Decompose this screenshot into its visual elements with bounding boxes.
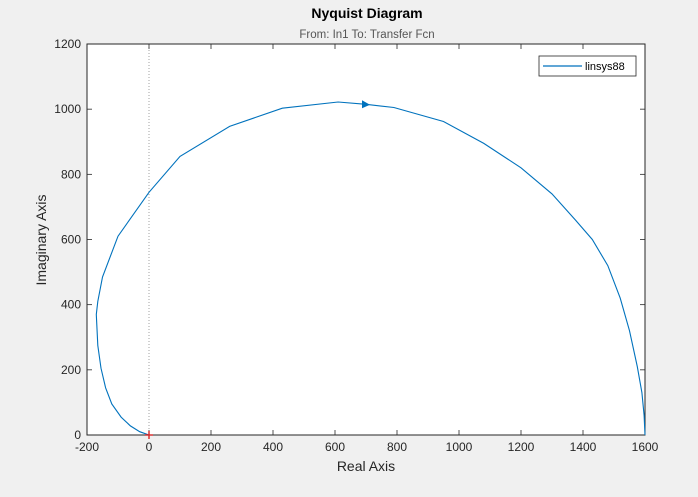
x-tick-label: 1000 <box>446 440 473 454</box>
direction-arrow <box>362 100 370 109</box>
series-line-linsys88 <box>95 101 646 436</box>
y-tick-label: 1000 <box>54 102 81 116</box>
plot-area <box>86 43 646 436</box>
x-tick-label: -200 <box>75 440 99 454</box>
x-tick-label: 200 <box>201 440 221 454</box>
x-tick-label: 600 <box>325 440 345 454</box>
y-tick-label: 600 <box>61 233 81 247</box>
x-tick-label: 0 <box>146 440 153 454</box>
x-tick-label: 400 <box>263 440 283 454</box>
x-tick-label: 1600 <box>632 440 659 454</box>
legend[interactable]: linsys88 <box>538 55 637 77</box>
y-tick-label: 800 <box>61 167 81 181</box>
chart-title: Nyquist Diagram <box>311 5 422 21</box>
series-group <box>95 100 646 439</box>
legend-box <box>538 55 637 77</box>
y-tick-label: 200 <box>61 363 81 377</box>
legend-label-linsys88: linsys88 <box>585 61 625 73</box>
critical-point-marker <box>145 431 153 439</box>
y-tick-label: 1200 <box>54 37 81 51</box>
x-tick-label: 800 <box>387 440 407 454</box>
x-axis-label: Real Axis <box>337 458 395 474</box>
y-axis-label: Imaginary Axis <box>33 194 49 285</box>
x-tick-label: 1200 <box>508 440 535 454</box>
y-tick-label: 400 <box>61 298 81 312</box>
chart-subtitle: From: In1 To: Transfer Fcn <box>299 29 434 41</box>
x-tick-label: 1400 <box>570 440 597 454</box>
y-tick-label: 0 <box>74 428 81 442</box>
axis-ticks: -200 0 200 400 600 800 1000 1200 1400 16000200400… <box>54 37 658 454</box>
